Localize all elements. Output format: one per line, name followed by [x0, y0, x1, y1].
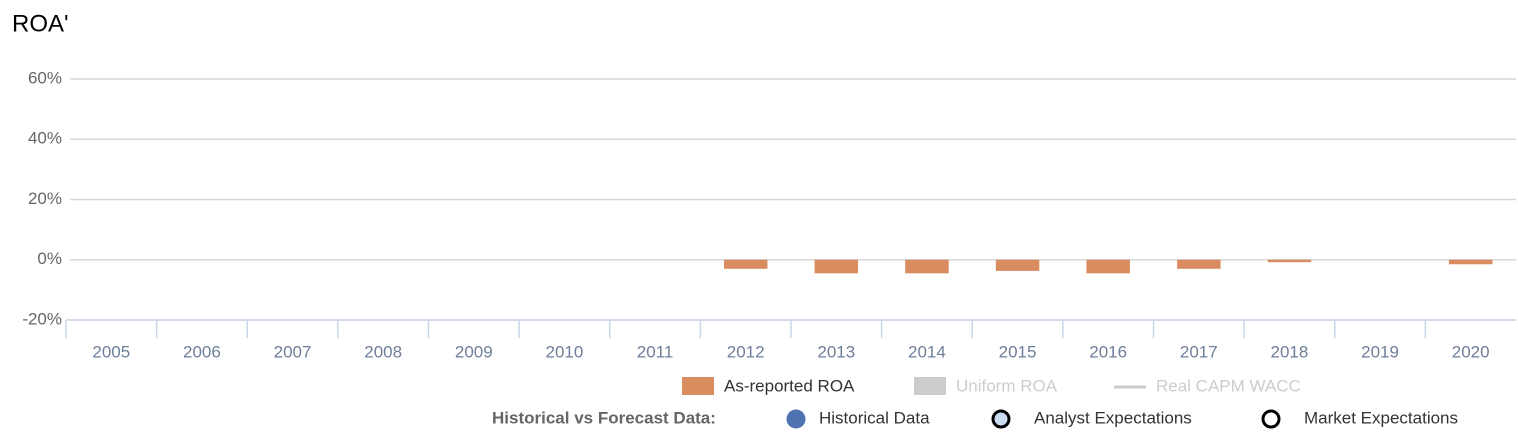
- bar: [1267, 259, 1312, 263]
- bar: [1448, 259, 1493, 265]
- legend-label: Uniform ROA: [956, 376, 1058, 395]
- legend-label: Real CAPM WACC: [1156, 376, 1301, 395]
- y-tick-label: 20%: [28, 189, 62, 208]
- x-tick-label: 2008: [364, 342, 402, 361]
- x-tick-label: 2019: [1361, 342, 1399, 361]
- forecast-legend-marker: [1261, 409, 1281, 429]
- x-tick-label: 2018: [1271, 342, 1309, 361]
- forecast-legend-label: Market Expectations: [1304, 408, 1458, 427]
- forecast-legend-marker: [786, 409, 806, 429]
- x-tick-label: 2011: [637, 342, 674, 361]
- x-tick-label: 2012: [727, 342, 765, 361]
- chart-title: ROA': [12, 10, 69, 37]
- bar: [1177, 259, 1221, 269]
- forecast-legend-marker: [991, 409, 1011, 429]
- x-tick-label: 2020: [1452, 342, 1490, 361]
- x-tick-label: 2009: [455, 342, 493, 361]
- legend-label: As-reported ROA: [724, 376, 855, 395]
- x-tick-label: 2017: [1180, 342, 1218, 361]
- y-tick-label: -20%: [22, 309, 62, 328]
- bar: [995, 259, 1040, 271]
- x-tick-label: 2005: [92, 342, 130, 361]
- x-tick-label: 2013: [817, 342, 855, 361]
- x-tick-label: 2016: [1089, 342, 1127, 361]
- legend-swatch: [682, 377, 714, 395]
- forecast-legend-title: Historical vs Forecast Data:: [492, 408, 716, 427]
- forecast-legend-label: Historical Data: [819, 408, 930, 427]
- y-tick-label: 60%: [28, 68, 62, 87]
- x-tick-label: 2010: [546, 342, 584, 361]
- forecast-legend-label: Analyst Expectations: [1034, 408, 1192, 427]
- x-tick-label: 2006: [183, 342, 221, 361]
- legend-swatch: [914, 377, 946, 395]
- y-tick-label: 40%: [28, 129, 62, 148]
- bar: [814, 259, 859, 274]
- y-tick-label: 0%: [37, 249, 62, 268]
- bar: [905, 259, 949, 274]
- bar: [723, 259, 768, 269]
- x-tick-label: 2014: [908, 342, 946, 361]
- bar: [1086, 259, 1130, 274]
- x-tick-label: 2007: [274, 342, 312, 361]
- x-tick-label: 2015: [999, 342, 1037, 361]
